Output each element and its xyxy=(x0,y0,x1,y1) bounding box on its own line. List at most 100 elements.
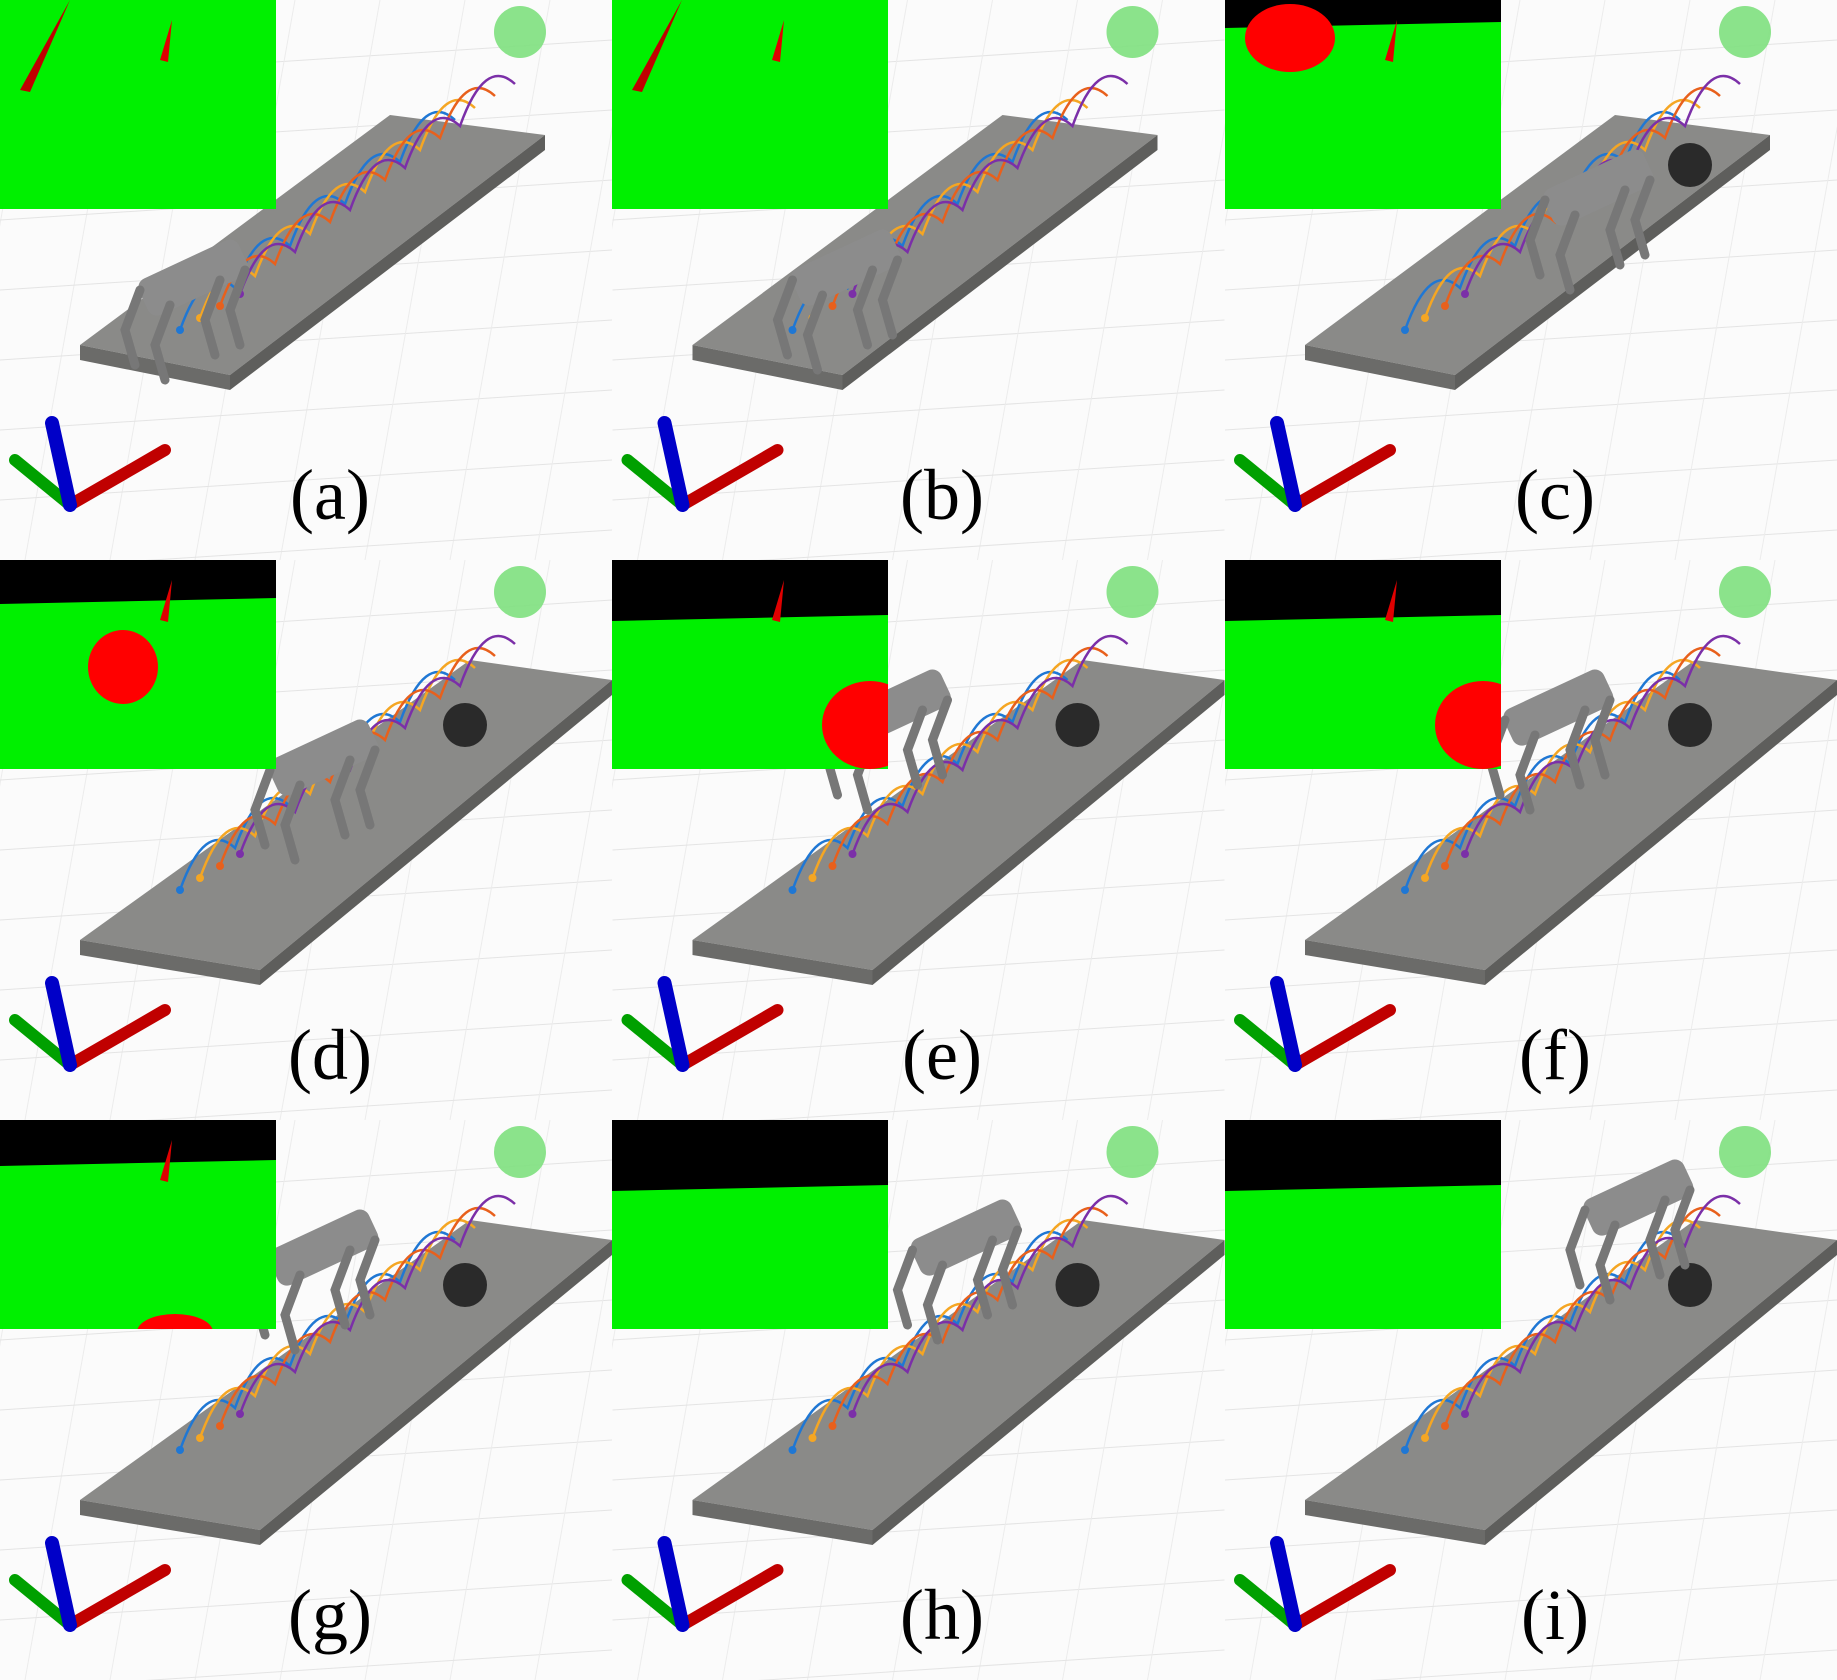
coordinate-axes xyxy=(9,976,171,1072)
walkway-side xyxy=(80,1500,260,1545)
segmentation-inset xyxy=(0,560,276,769)
robot-leg xyxy=(772,275,797,360)
robot-leg xyxy=(1595,1220,1620,1305)
robot-body xyxy=(1503,669,1614,746)
coordinate-axes xyxy=(621,416,784,512)
ground-grid-line xyxy=(1674,1120,1776,1680)
panel-d: (d) xyxy=(0,560,612,1120)
panel-c: (c) xyxy=(1225,0,1837,560)
walkway-edge xyxy=(230,135,545,390)
edge-streak xyxy=(160,580,172,622)
foot-trajectory xyxy=(851,1194,1129,1415)
segmentation-inset xyxy=(0,1120,276,1329)
quadruped-robot xyxy=(892,1199,1022,1345)
foothold-marker xyxy=(1421,314,1429,322)
walkway-edge xyxy=(872,1240,1225,1545)
robot-leg xyxy=(280,1270,305,1355)
free-space-region xyxy=(0,0,276,209)
walkway-side xyxy=(692,1500,873,1545)
sky-region xyxy=(0,1120,276,1166)
z-axis xyxy=(1270,976,1302,1072)
quadruped-robot xyxy=(250,719,380,865)
foothold-marker xyxy=(828,1422,837,1430)
foot-trajectory xyxy=(1443,1206,1721,1427)
robot-leg xyxy=(250,765,275,850)
foothold-marker xyxy=(176,1446,184,1454)
panel-label: (e) xyxy=(902,1015,982,1095)
z-axis xyxy=(45,1536,77,1632)
ground-grid-line xyxy=(612,1509,1225,1551)
x-axis xyxy=(1289,1564,1396,1631)
foothold-marker xyxy=(788,326,797,334)
panel-i: (i) xyxy=(1225,1120,1837,1680)
foothold-marker xyxy=(1461,850,1469,858)
y-axis xyxy=(9,1574,76,1631)
x-axis xyxy=(64,1564,171,1631)
ground-grid-line xyxy=(977,0,1078,560)
foothold-marker xyxy=(196,874,204,882)
ground-grid-line xyxy=(1759,685,1837,1120)
foothold-marker xyxy=(1441,1422,1449,1430)
robot-body xyxy=(268,1209,379,1286)
robot-leg xyxy=(330,755,355,840)
ground-grid-line xyxy=(1147,683,1225,1120)
panel-f: (f) xyxy=(1225,560,1837,1120)
panel-g: (g) xyxy=(0,1120,612,1680)
panel-label: (b) xyxy=(900,455,984,535)
robot-leg xyxy=(1555,210,1580,295)
ground-grid-line xyxy=(145,529,612,560)
x-axis xyxy=(676,1004,784,1071)
obstacle-blob xyxy=(1245,4,1335,72)
walkway-edge xyxy=(842,135,1158,390)
robot-body xyxy=(1543,149,1654,226)
x-axis xyxy=(64,444,171,511)
robot-body xyxy=(910,1199,1021,1276)
ground-grid-line xyxy=(364,0,466,560)
obstacle-blob xyxy=(88,630,158,704)
sky-region xyxy=(1225,1120,1501,1191)
simulation-scene xyxy=(1225,0,1837,560)
obstacle-sphere xyxy=(443,703,487,747)
y-axis xyxy=(1234,1574,1301,1631)
ground-grid-line xyxy=(612,389,1225,431)
target-sphere xyxy=(1719,1126,1771,1178)
walkway-side xyxy=(1305,1500,1485,1545)
y-axis xyxy=(1234,454,1301,511)
walkway-edge xyxy=(1455,135,1770,390)
robot-leg xyxy=(1630,175,1655,260)
ground-grid-line xyxy=(1062,1120,1163,1680)
foothold-marker xyxy=(1441,862,1449,870)
simulation-scene xyxy=(0,1120,612,1680)
segmentation-inset xyxy=(1225,0,1501,209)
foothold-marker xyxy=(788,886,797,894)
ground-grid-line xyxy=(1225,1509,1837,1551)
robot-leg xyxy=(200,275,225,360)
ground-grid-line xyxy=(1062,560,1163,1120)
walkway-side xyxy=(80,345,230,390)
target-sphere xyxy=(1106,6,1159,58)
foothold-marker xyxy=(1421,874,1429,882)
robot-leg xyxy=(1525,195,1550,280)
robot-leg xyxy=(1605,185,1630,270)
foothold-marker xyxy=(1401,1446,1409,1454)
edge-streak xyxy=(20,0,70,92)
coordinate-axes xyxy=(621,976,784,1072)
ground-grid-line xyxy=(449,560,551,1120)
foothold-marker xyxy=(848,1410,857,1418)
walkway-edge xyxy=(872,680,1225,985)
foothold-marker xyxy=(216,1422,224,1430)
z-axis xyxy=(657,976,690,1072)
panel-label: (a) xyxy=(290,455,370,535)
ground-grid-line xyxy=(1674,560,1776,1120)
robot-leg xyxy=(922,1260,947,1345)
ground-grid-line xyxy=(1674,0,1776,560)
edge-streak xyxy=(632,0,682,92)
ground-grid-line xyxy=(0,1509,612,1551)
z-axis xyxy=(657,416,690,512)
obstacle-blob xyxy=(137,1314,213,1329)
obstacle-sphere xyxy=(443,1263,487,1307)
edge-streak xyxy=(772,580,784,622)
robot-leg xyxy=(150,300,175,385)
foot-trajectory xyxy=(218,86,496,307)
ground-grid-line xyxy=(534,1245,612,1680)
